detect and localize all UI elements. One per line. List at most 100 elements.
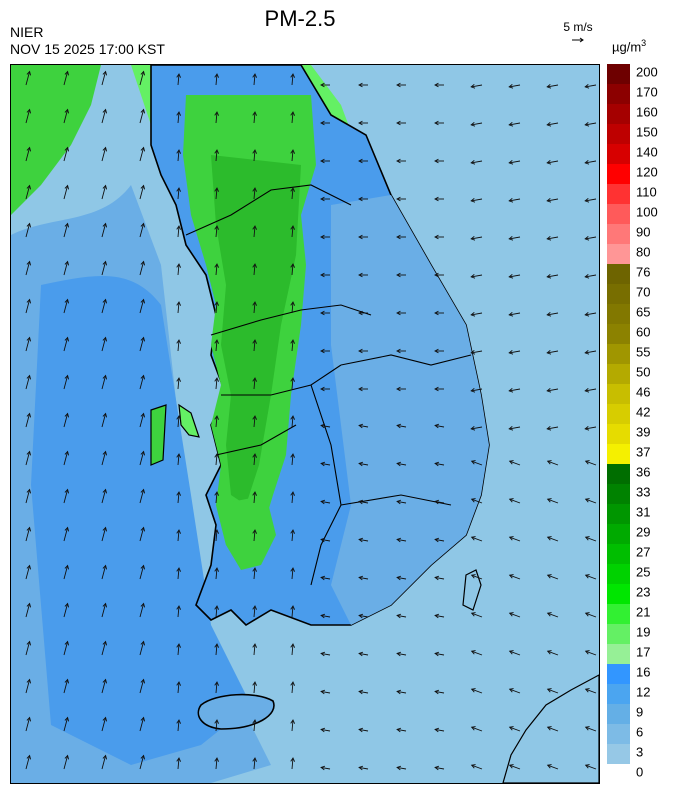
wind-arrow-head [546, 274, 552, 279]
wind-arrow-icon [253, 529, 256, 542]
wind-arrow-head [470, 688, 476, 693]
wind-arrow-head [546, 198, 552, 203]
wind-arrow-icon [471, 726, 483, 732]
wind-arrow-head [290, 719, 296, 724]
wind-arrow-head [102, 602, 108, 608]
wind-arrow-icon [509, 574, 521, 580]
wind-arrow-head [584, 388, 590, 393]
wind-arrow-icon [471, 84, 483, 88]
wind-arrow-icon [101, 185, 107, 200]
wind-arrow-head [584, 198, 590, 203]
wind-arrow-head [470, 236, 476, 241]
wind-arrow-head [252, 111, 258, 116]
wind-arrow-head [396, 310, 401, 316]
wind-arrow-icon [177, 567, 180, 580]
wind-arrow-icon [585, 536, 597, 542]
wind-arrow-head [252, 567, 258, 572]
wind-arrow-head [470, 350, 476, 355]
legend-swatch [607, 404, 630, 425]
wind-arrow-icon [321, 462, 331, 466]
wind-arrow-head [470, 764, 476, 769]
wind-scale-arrow-icon [572, 37, 584, 43]
wind-arrow-head [358, 423, 364, 429]
wind-arrow-icon [253, 567, 256, 580]
wind-arrow-icon [177, 149, 180, 162]
wind-arrow-head [26, 640, 32, 646]
wind-arrow-head [546, 122, 552, 127]
wind-arrow-icon [321, 614, 331, 618]
wind-arrow-icon [139, 717, 145, 732]
wind-arrow-head [214, 719, 220, 724]
wind-arrow-icon [253, 377, 256, 390]
wind-arrow-icon [215, 301, 218, 314]
wind-arrow-icon [253, 187, 256, 200]
wind-arrow-head [252, 605, 258, 610]
legend-label: 65 [636, 304, 651, 320]
wind-arrow-icon [177, 187, 180, 200]
wind-arrow-head [546, 84, 552, 89]
wind-arrow-head [546, 426, 552, 431]
wind-arrow-icon [585, 574, 597, 580]
wind-arrow-head [434, 120, 439, 126]
wind-arrow-head [396, 272, 401, 278]
wind-arrow-icon [509, 122, 521, 126]
wind-arrow-head [64, 260, 70, 266]
legend-label: 27 [636, 544, 651, 560]
wind-arrow-head [140, 564, 146, 570]
wind-arrow-head [252, 377, 258, 382]
legend-swatch [607, 704, 630, 725]
wind-arrow-icon [509, 536, 521, 542]
wind-arrow-head [584, 84, 590, 89]
color-legend [607, 64, 630, 764]
wind-arrow-head [358, 575, 364, 581]
wind-arrow-icon [63, 223, 69, 238]
wind-arrow-head [102, 184, 108, 190]
wind-arrow-icon [177, 225, 180, 238]
wind-arrow-head [252, 643, 258, 648]
wind-arrow-head [320, 310, 325, 316]
source-block: NIER NOV 15 2025 17:00 KST [10, 24, 165, 58]
wind-arrow-head [434, 689, 440, 695]
wind-arrow-icon [291, 567, 294, 580]
legend-label: 70 [636, 284, 651, 300]
wind-arrow-icon [585, 84, 597, 88]
wind-arrow-icon [471, 574, 483, 580]
legend-swatch [607, 464, 630, 485]
wind-arrow-head [140, 450, 146, 456]
wind-arrow-head [320, 234, 325, 240]
wind-arrow-head [290, 605, 296, 610]
legend-label: 160 [636, 104, 658, 120]
legend-label: 110 [636, 184, 657, 200]
wind-arrow-icon [321, 690, 331, 694]
wind-arrow-icon [63, 489, 69, 504]
legend-swatch [607, 744, 630, 764]
wind-arrow-head [140, 374, 146, 380]
wind-arrow-head [434, 82, 439, 88]
wind-arrow-head [214, 301, 220, 306]
wind-arrow-head [508, 274, 514, 279]
wind-arrow-icon [435, 728, 445, 732]
wind-arrow-head [140, 260, 146, 266]
wind-arrow-icon [101, 527, 107, 542]
wind-arrow-head [290, 187, 296, 192]
legend-label: 120 [636, 164, 658, 180]
wind-arrow-icon [139, 185, 145, 200]
wind-arrow-head [102, 450, 108, 456]
legend-swatch [607, 684, 630, 705]
wind-arrow-icon [291, 605, 294, 618]
wind-arrow-head [320, 272, 325, 278]
wind-arrow-head [508, 764, 514, 769]
wind-arrow-icon [177, 415, 180, 428]
wind-arrow-icon [509, 84, 521, 88]
wind-arrow-icon [547, 612, 559, 618]
wind-scale-label: 5 m/s [563, 20, 593, 34]
wind-arrow-head [290, 415, 296, 420]
wind-arrow-head [214, 605, 220, 610]
wind-arrow-head [26, 222, 32, 228]
wind-arrow-icon [25, 375, 31, 390]
wind-arrow-head [140, 716, 146, 722]
legend-swatch [607, 424, 630, 445]
wind-arrow-head [64, 222, 70, 228]
wind-arrow-head [140, 488, 146, 494]
wind-arrow-head [26, 184, 32, 190]
